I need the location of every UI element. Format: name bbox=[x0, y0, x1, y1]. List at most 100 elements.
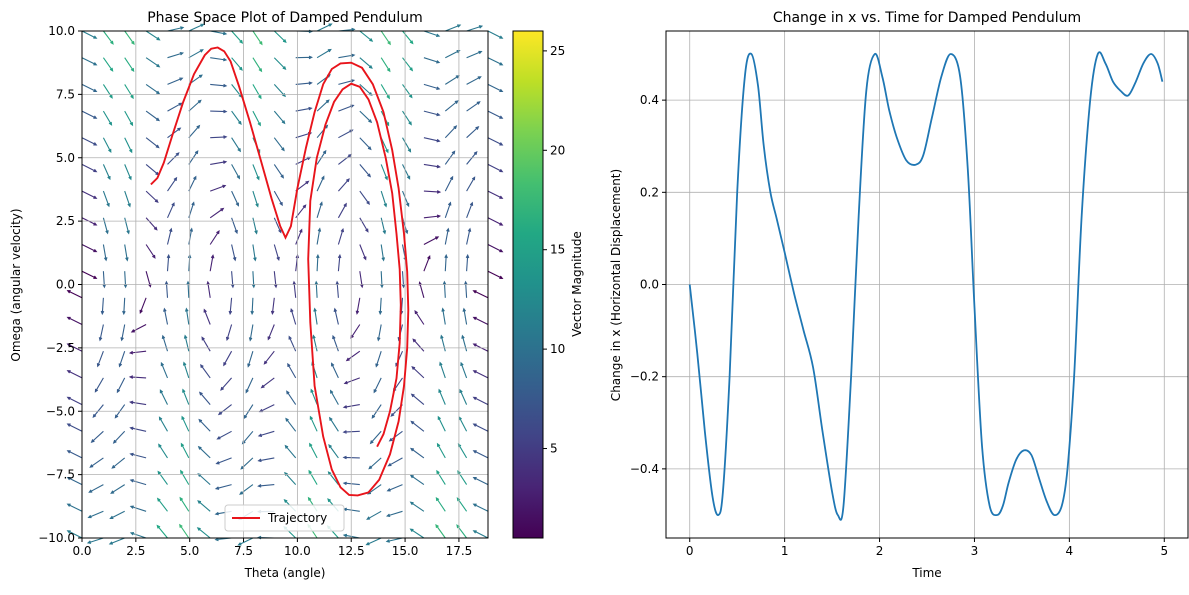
vector-arrow bbox=[239, 484, 254, 495]
vector-arrow bbox=[90, 430, 104, 443]
vector-arrow bbox=[402, 30, 414, 45]
vector-arrow bbox=[130, 324, 147, 333]
colorbar-label: Vector Magnitude bbox=[570, 231, 584, 337]
vector-arrow bbox=[124, 57, 135, 73]
vector-arrow bbox=[216, 430, 232, 440]
vector-arrow bbox=[445, 24, 462, 32]
tick-label-y: 0.0 bbox=[56, 278, 75, 292]
tick-label-y: 7.5 bbox=[56, 87, 75, 101]
vector-arrow bbox=[109, 510, 125, 520]
vector-arrow bbox=[343, 377, 360, 385]
vector-arrow bbox=[111, 457, 126, 469]
vector-arrow bbox=[102, 57, 114, 72]
vector-arrow bbox=[66, 423, 83, 432]
vector-arrow bbox=[285, 417, 297, 432]
vector-arrow bbox=[200, 363, 211, 379]
vector-arrow bbox=[423, 163, 441, 169]
right-grid bbox=[666, 31, 1188, 538]
vector-arrow bbox=[118, 351, 126, 368]
vector-arrow bbox=[423, 190, 442, 194]
vector-arrow bbox=[273, 244, 280, 262]
vector-arrow bbox=[316, 253, 320, 272]
vector-arrow bbox=[284, 444, 297, 459]
vector-arrow bbox=[102, 244, 108, 262]
vector-arrow bbox=[288, 335, 297, 352]
vector-arrow bbox=[342, 455, 360, 460]
vector-arrow bbox=[180, 442, 190, 459]
vector-arrow bbox=[248, 324, 254, 342]
tick-label-x: 5.0 bbox=[180, 544, 199, 558]
colorbar-ticks: 5 10 15 20 25 bbox=[543, 44, 565, 456]
vector-arrow bbox=[316, 48, 332, 59]
vector-arrow bbox=[245, 377, 254, 394]
tick-label-y: −0.4 bbox=[630, 462, 659, 476]
vector-arrow bbox=[217, 404, 232, 416]
vector-arrow bbox=[466, 126, 480, 139]
vector-arrow bbox=[182, 388, 190, 405]
vector-arrow bbox=[290, 307, 297, 325]
vector-arrow bbox=[387, 457, 403, 467]
vector-arrow bbox=[81, 270, 98, 279]
tick-label-x: 2.5 bbox=[126, 544, 145, 558]
vector-arrow bbox=[402, 137, 412, 153]
vector-arrow bbox=[487, 57, 504, 66]
vector-arrow bbox=[66, 503, 83, 512]
tick-label-y: 5.0 bbox=[56, 151, 75, 165]
vector-arrow bbox=[66, 370, 83, 379]
vector-arrow bbox=[88, 484, 104, 493]
vector-arrow bbox=[81, 163, 98, 173]
vector-arrow bbox=[487, 163, 504, 173]
colorbar-tick-label: 25 bbox=[550, 44, 565, 58]
vector-arrow bbox=[359, 217, 369, 233]
vector-arrow bbox=[157, 470, 168, 485]
vector-arrow bbox=[66, 476, 83, 486]
vector-arrow bbox=[359, 190, 370, 206]
vector-arrow bbox=[167, 77, 184, 85]
right-plot-area bbox=[665, 30, 1189, 539]
vector-arrow bbox=[241, 430, 254, 445]
vector-arrow bbox=[210, 160, 228, 165]
vector-arrow bbox=[128, 350, 147, 355]
vector-arrow bbox=[316, 201, 323, 218]
vector-arrow bbox=[273, 217, 282, 234]
tick-label-x: 17.5 bbox=[446, 544, 473, 558]
vector-arrow bbox=[438, 388, 446, 405]
vector-arrow bbox=[332, 334, 339, 352]
vector-arrow bbox=[167, 176, 178, 192]
tick-label-x: 15.0 bbox=[392, 544, 419, 558]
vector-arrow bbox=[210, 135, 228, 139]
vector-arrow bbox=[94, 377, 104, 393]
vector-arrow bbox=[81, 110, 98, 119]
vector-arrow bbox=[436, 442, 446, 459]
right-y-axis-label: Change in x (Horizontal Displacement) bbox=[609, 169, 623, 401]
vector-arrow bbox=[386, 484, 403, 492]
vector-arrow bbox=[461, 334, 468, 352]
vector-arrow bbox=[252, 110, 261, 127]
vector-arrow bbox=[124, 30, 135, 46]
vector-arrow bbox=[231, 217, 238, 235]
vector-arrow bbox=[457, 470, 468, 485]
vector-arrow bbox=[423, 57, 441, 64]
tick-label-y: −2.5 bbox=[46, 341, 75, 355]
vector-arrow bbox=[366, 510, 382, 520]
vector-arrow bbox=[102, 30, 114, 45]
vector-arrow bbox=[359, 164, 372, 178]
vector-arrow bbox=[444, 227, 450, 245]
vector-arrow bbox=[472, 476, 489, 486]
vector-arrow bbox=[380, 217, 387, 235]
tick-label-y: 2.5 bbox=[56, 214, 75, 228]
vector-arrow bbox=[112, 430, 126, 444]
colorbar-tick-label: 20 bbox=[550, 143, 565, 157]
vector-arrow bbox=[402, 164, 411, 180]
vector-arrow bbox=[359, 244, 367, 261]
vector-arrow bbox=[487, 110, 504, 119]
vector-arrow bbox=[435, 523, 446, 539]
vector-arrow bbox=[462, 307, 468, 325]
vector-arrow bbox=[145, 244, 156, 259]
tick-label-y: 0.0 bbox=[640, 278, 659, 292]
left-y-ticks: 10.0 7.5 5.0 2.5 0.0 −2.5 −5.0 −7.5 −10.0 bbox=[38, 24, 82, 545]
vector-arrow bbox=[414, 310, 425, 325]
vector-arrow bbox=[197, 445, 211, 459]
vector-arrow bbox=[237, 537, 254, 546]
